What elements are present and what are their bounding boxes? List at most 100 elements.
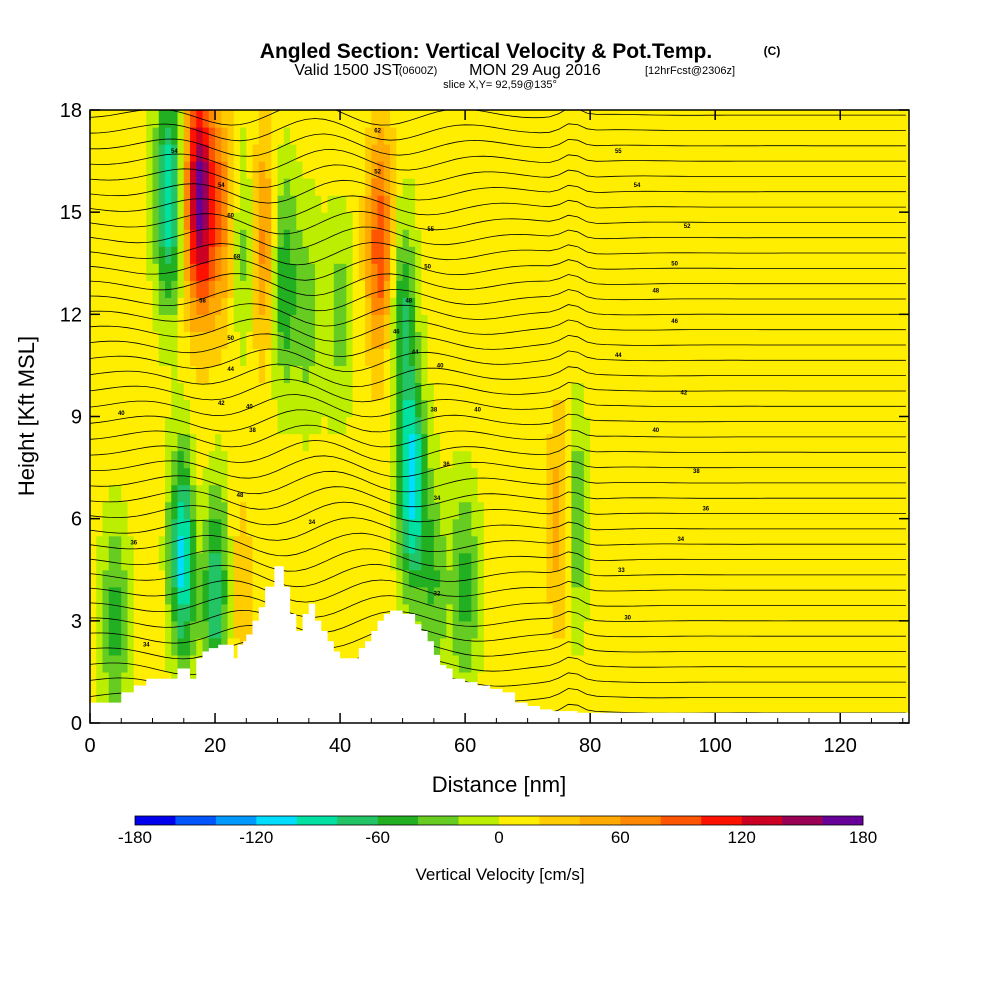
heatmap-cell [258, 280, 266, 298]
heatmap-cell [483, 552, 491, 571]
heatmap-cell [208, 467, 216, 486]
heatmap-cell [277, 229, 285, 247]
heatmap-cell [383, 433, 391, 452]
heatmap-cell [140, 399, 147, 418]
heatmap-cell [702, 569, 710, 588]
heatmap-cell [596, 144, 604, 162]
heatmap-cell [740, 467, 748, 486]
heatmap-cell [315, 467, 322, 486]
contour-line [90, 133, 906, 157]
heatmap-cell [677, 195, 685, 213]
heatmap-cell [890, 178, 898, 196]
heatmap-cell [765, 212, 773, 230]
heatmap-cell [152, 399, 160, 418]
heatmap-cell [833, 654, 841, 673]
heatmap-cell [583, 671, 591, 690]
heatmap-cell [752, 280, 760, 298]
heatmap-cell [715, 484, 723, 503]
heatmap-cell [90, 161, 97, 179]
heatmap-cell [402, 144, 410, 162]
heatmap-cell [283, 229, 291, 247]
heatmap-cell [508, 178, 516, 196]
heatmap-cell [633, 654, 641, 673]
heatmap-cell [440, 382, 447, 401]
heatmap-cell [796, 433, 804, 452]
heatmap-cell [421, 552, 429, 571]
heatmap-cell [183, 552, 191, 571]
heatmap-cell [865, 178, 873, 196]
heatmap-cell [190, 552, 197, 571]
heatmap-cell [883, 467, 891, 486]
heatmap-cell [683, 399, 691, 418]
heatmap-cell [471, 586, 479, 605]
heatmap-cell [315, 144, 322, 162]
heatmap-cell [252, 535, 260, 554]
heatmap-cell [215, 518, 222, 537]
heatmap-cell [783, 654, 791, 673]
heatmap-cell [833, 399, 841, 418]
heatmap-cell [602, 484, 610, 503]
heatmap-cell [533, 671, 541, 690]
heatmap-cell [146, 450, 154, 469]
heatmap-cell [90, 671, 97, 690]
heatmap-cell [790, 552, 798, 571]
heatmap-cell [896, 195, 904, 213]
heatmap-cell [815, 280, 823, 298]
heatmap-cell [515, 229, 522, 247]
heatmap-cell [458, 263, 466, 281]
heatmap-cell [890, 297, 898, 315]
heatmap-cell [702, 280, 710, 298]
heatmap-cell [646, 263, 654, 281]
heatmap-cell [852, 671, 860, 690]
heatmap-cell [227, 144, 235, 162]
heatmap-cell [752, 161, 760, 179]
heatmap-cell [583, 178, 591, 196]
heatmap-cell [383, 263, 391, 281]
heatmap-cell [771, 246, 779, 264]
heatmap-cell [740, 280, 748, 298]
heatmap-cell [746, 467, 754, 486]
heatmap-cell [846, 552, 854, 571]
heatmap-cell [396, 178, 404, 196]
heatmap-cell [433, 620, 441, 639]
heatmap-cell [133, 297, 141, 315]
heatmap-cell [496, 178, 504, 196]
heatmap-cell [890, 552, 898, 571]
heatmap-cell [296, 212, 304, 230]
heatmap-cell [546, 178, 554, 196]
heatmap-cell [671, 229, 679, 247]
heatmap-cell [290, 365, 297, 384]
heatmap-cell [246, 229, 254, 247]
heatmap-cell [233, 484, 241, 503]
heatmap-cell [377, 348, 385, 367]
heatmap-cell [415, 552, 422, 571]
heatmap-cell [721, 195, 729, 213]
heatmap-cell [765, 569, 773, 588]
heatmap-cell [240, 382, 247, 401]
heatmap-cell [558, 144, 566, 162]
heatmap-cell [752, 552, 760, 571]
heatmap-cell [271, 314, 279, 332]
heatmap-cell [383, 178, 391, 196]
heatmap-cell [433, 382, 441, 401]
heatmap-cell [883, 246, 891, 264]
heatmap-cell [546, 484, 554, 503]
heatmap-cell [296, 246, 304, 264]
heatmap-cell [421, 178, 429, 196]
heatmap-cell [840, 263, 848, 281]
heatmap-cell [421, 195, 429, 213]
heatmap-cell [627, 331, 635, 349]
heatmap-cell [758, 110, 766, 128]
heatmap-cell [790, 399, 798, 418]
heatmap-cell [777, 365, 785, 384]
heatmap-cell [477, 450, 485, 469]
heatmap-cell [233, 229, 241, 247]
heatmap-cell [452, 314, 460, 332]
heatmap-cell [633, 603, 641, 622]
heatmap-cell [215, 127, 222, 145]
heatmap-cell [802, 450, 810, 469]
heatmap-cell [115, 450, 122, 469]
heatmap-cell [727, 603, 735, 622]
heatmap-cell [890, 603, 898, 622]
heatmap-cell [758, 297, 766, 315]
